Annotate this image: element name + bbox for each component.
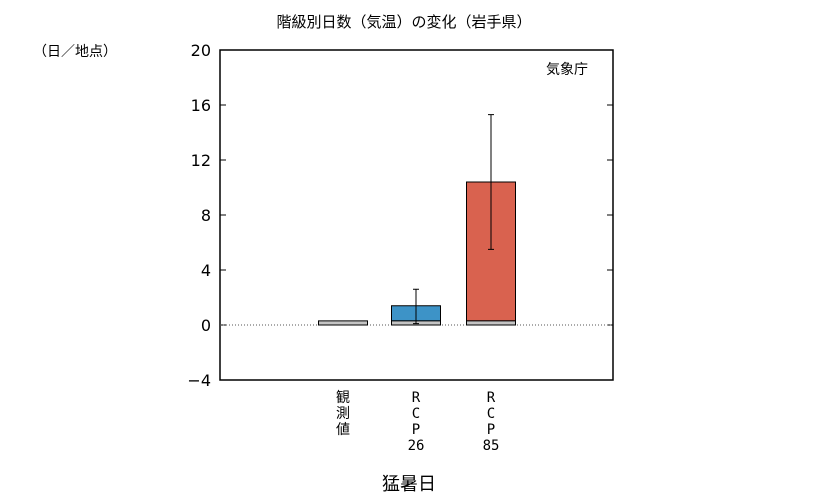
x-category-label: P	[487, 422, 495, 438]
x-category-label: 値	[336, 422, 350, 438]
x-category-label: C	[412, 406, 420, 422]
x-category-label: 85	[483, 438, 500, 454]
chart-title: 階級別日数（気温）の変化（岩手県）	[276, 13, 531, 31]
x-category-label: R	[487, 390, 496, 406]
y-axis: −4 0 4 8 12 16 20	[187, 41, 613, 390]
observed-bar	[318, 320, 368, 326]
y-unit-label: （日／地点）	[33, 44, 117, 60]
y-tick-label: −4	[187, 371, 211, 390]
source-label: 気象庁	[546, 62, 588, 78]
y-tick-label: 16	[191, 96, 211, 115]
x-category-label: R	[412, 390, 421, 406]
y-tick-label: 20	[191, 41, 211, 60]
y-tick-label: 8	[201, 206, 211, 225]
y-tick-label: 0	[201, 316, 211, 335]
x-category-label: 26	[408, 438, 425, 454]
x-category-label: 測	[336, 406, 350, 422]
observed-baseline-bar	[466, 320, 516, 326]
y-tick-label: 4	[201, 261, 211, 280]
x-category-label: P	[412, 422, 420, 438]
x-axis-label: 猛暑日	[382, 474, 436, 495]
y-tick-label: 12	[191, 151, 211, 170]
x-category-label: 観	[336, 389, 350, 406]
x-category-label: C	[487, 406, 495, 422]
plot-frame	[219, 49, 614, 381]
bars	[318, 114, 516, 326]
